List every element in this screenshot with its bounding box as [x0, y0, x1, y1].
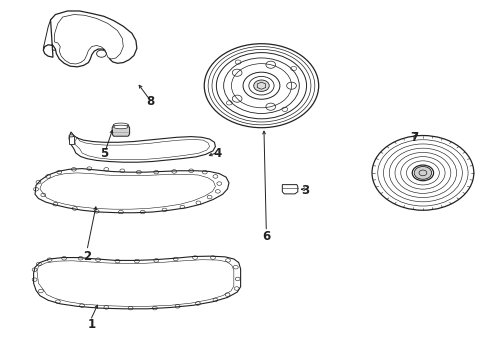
- Polygon shape: [69, 132, 215, 162]
- Text: 4: 4: [213, 147, 222, 160]
- Polygon shape: [257, 82, 265, 89]
- Text: 2: 2: [82, 250, 91, 263]
- Polygon shape: [43, 15, 67, 51]
- Text: 6: 6: [262, 230, 270, 243]
- Circle shape: [253, 80, 269, 91]
- Polygon shape: [43, 11, 137, 67]
- Ellipse shape: [113, 125, 128, 129]
- Ellipse shape: [69, 135, 74, 137]
- Polygon shape: [35, 168, 228, 213]
- Text: 8: 8: [145, 95, 154, 108]
- Polygon shape: [112, 125, 129, 136]
- Text: 7: 7: [409, 131, 417, 144]
- Circle shape: [413, 166, 431, 179]
- Polygon shape: [34, 256, 240, 309]
- Text: 3: 3: [301, 184, 308, 197]
- Polygon shape: [282, 185, 297, 194]
- Text: 1: 1: [87, 318, 96, 330]
- Text: 5: 5: [100, 147, 108, 160]
- Polygon shape: [69, 136, 74, 144]
- Ellipse shape: [113, 123, 128, 127]
- Polygon shape: [54, 14, 123, 64]
